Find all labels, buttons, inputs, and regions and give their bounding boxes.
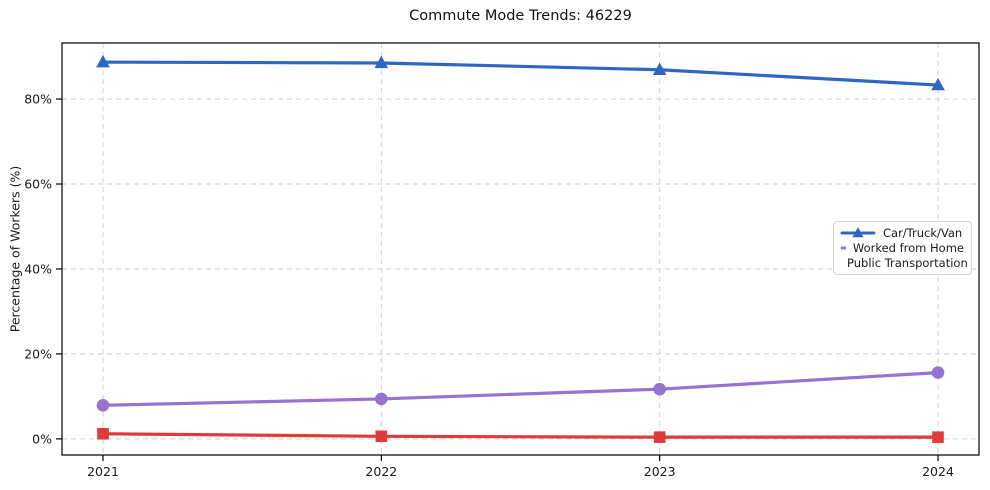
marker-triangle-up-car-truck-van (931, 77, 945, 91)
marker-circle-worked-from-home (375, 392, 388, 406)
y-tick-label: 0% (32, 431, 52, 446)
legend: Car/Truck/Van Worked from Home Public Tran… (833, 221, 972, 275)
legend-entry-car-truck-van: Car/Truck/Van (840, 225, 964, 240)
chart-title: Commute Mode Trends: 46229 (409, 8, 632, 24)
series-line-public-transportation (101, 432, 940, 439)
y-tick-label: 60% (24, 177, 52, 192)
x-tick-label: 2022 (365, 464, 397, 479)
series-line-car-truck-van (101, 60, 940, 87)
marker-square-public-transportation (97, 427, 109, 440)
legend-label: Worked from Home (852, 240, 964, 255)
y-tick-label: 20% (24, 346, 52, 361)
marker-square-public-transportation (375, 430, 388, 443)
marker-circle-worked-from-home (931, 366, 945, 379)
marker-triangle-up-car-truck-van (652, 62, 667, 75)
x-tick-label: 2021 (87, 464, 119, 479)
marker-triangle-up-car-truck-van (374, 55, 389, 69)
marker-circle-worked-from-home (96, 399, 110, 412)
marker-triangle-up-car-truck-van (96, 54, 110, 68)
x-tick-label: 2024 (922, 464, 954, 479)
legend-circle-icon (840, 246, 846, 250)
marker-circle-worked-from-home (653, 382, 666, 396)
y-tick-label: 80% (24, 92, 52, 107)
marker-square-public-transportation (653, 431, 666, 443)
legend-label: Car/Truck/Van (883, 225, 963, 240)
legend-entry-worked-from-home: Worked from Home (840, 240, 964, 255)
legend-entry-public-transportation: Public Transportation (840, 256, 968, 271)
legend-triangle-up-icon (840, 226, 876, 237)
legend-label: Public Transportation (847, 256, 968, 271)
axes-frame (61, 42, 980, 456)
x-tick-label: 2023 (644, 464, 676, 479)
y-tick-label: 40% (24, 261, 52, 276)
series-line-worked-from-home (101, 371, 940, 407)
marker-square-public-transportation (932, 431, 944, 443)
